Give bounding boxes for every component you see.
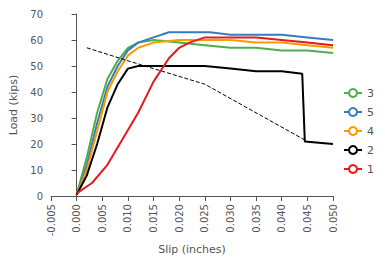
svg-text:2: 2 <box>367 144 374 157</box>
svg-text:0.025: 0.025 <box>199 204 210 233</box>
svg-text:Load (kips): Load (kips) <box>7 75 20 136</box>
svg-text:40: 40 <box>30 87 43 98</box>
svg-text:0.045: 0.045 <box>302 204 313 233</box>
svg-text:0.015: 0.015 <box>148 204 159 233</box>
svg-text:30: 30 <box>30 113 43 124</box>
svg-text:20: 20 <box>30 139 43 150</box>
svg-text:0: 0 <box>37 191 43 202</box>
svg-text:0.005: 0.005 <box>97 204 108 233</box>
svg-text:50: 50 <box>30 61 43 72</box>
svg-text:0.020: 0.020 <box>174 204 185 233</box>
svg-text:0.000: 0.000 <box>71 204 82 233</box>
svg-text:0.050: 0.050 <box>328 204 339 233</box>
svg-text:0.035: 0.035 <box>251 204 262 233</box>
svg-text:0.030: 0.030 <box>225 204 236 233</box>
svg-text:0.040: 0.040 <box>276 204 287 233</box>
svg-text:4: 4 <box>367 125 374 138</box>
svg-text:Slip (inches): Slip (inches) <box>158 243 226 256</box>
svg-text:70: 70 <box>30 9 43 20</box>
svg-text:0.010: 0.010 <box>122 204 133 233</box>
svg-text:5: 5 <box>367 106 374 119</box>
svg-text:10: 10 <box>30 165 43 176</box>
svg-text:-0.005: -0.005 <box>46 204 57 236</box>
svg-text:1: 1 <box>367 163 374 176</box>
svg-text:60: 60 <box>30 35 43 46</box>
svg-text:3: 3 <box>367 87 374 100</box>
